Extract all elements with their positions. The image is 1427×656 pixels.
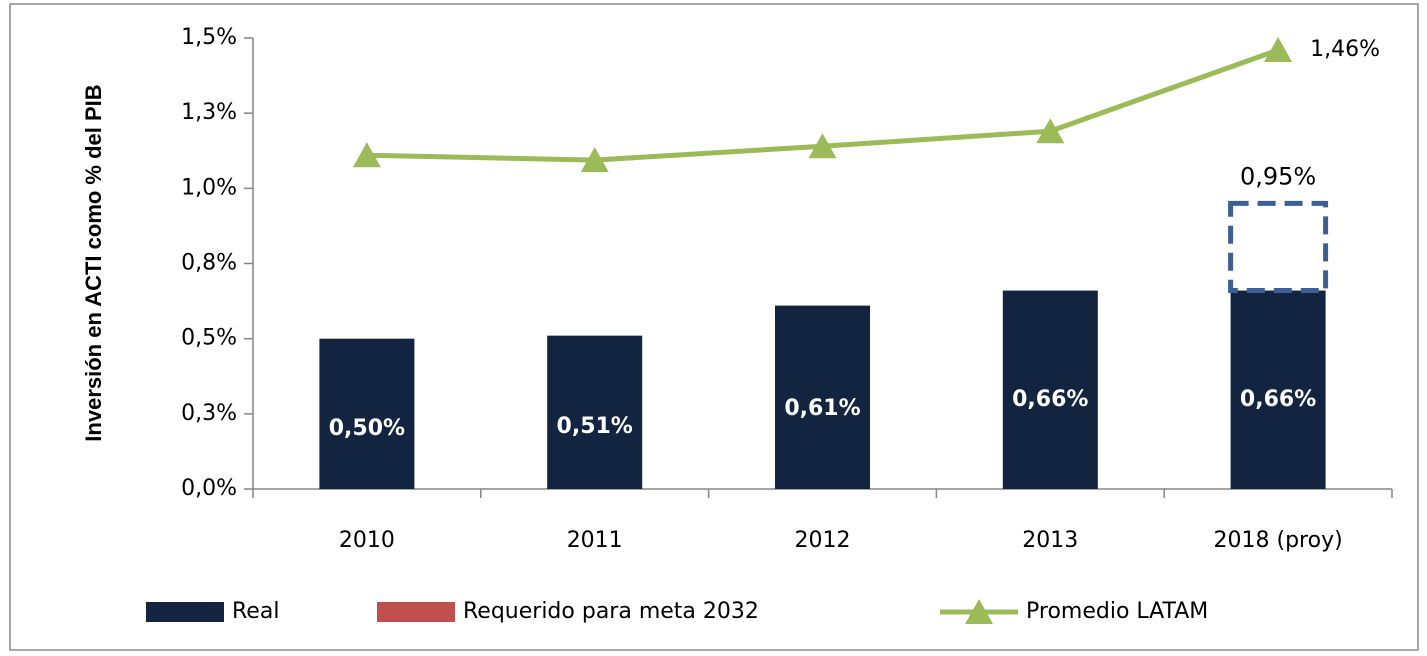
line-marker xyxy=(1036,118,1065,144)
y-tick-label: 1,0% xyxy=(181,175,237,200)
bar xyxy=(547,335,643,489)
bar xyxy=(1002,290,1098,489)
x-tick-label: 2018 (proy) xyxy=(1214,528,1343,553)
bar xyxy=(1230,290,1326,489)
line-marker xyxy=(580,147,609,173)
line-marker xyxy=(808,133,837,159)
bar xyxy=(775,305,870,489)
bar-value-label: 0,66% xyxy=(1012,387,1088,412)
y-axis-title: Inversión en ACTI como % del PIB xyxy=(81,84,106,441)
line-marker xyxy=(352,142,381,168)
x-tick-label: 2011 xyxy=(567,528,623,553)
bar-value-label: 0,66% xyxy=(1240,387,1316,412)
chart-frame xyxy=(9,3,1419,651)
bar xyxy=(319,338,415,489)
bar-value-label: 0,50% xyxy=(329,416,405,441)
legend-label: Requerido para meta 2032 xyxy=(463,599,759,624)
legend-swatch xyxy=(146,602,224,622)
line-value-label: 1,46% xyxy=(1310,37,1380,62)
bar-value-label: 0,51% xyxy=(557,414,633,439)
legend-swatch xyxy=(377,602,455,622)
y-tick-label: 0,5% xyxy=(181,326,237,351)
y-tick-label: 0,3% xyxy=(181,401,237,426)
bar-value-label: 0,61% xyxy=(784,396,860,421)
legend-swatch-marker xyxy=(965,599,993,624)
legend-label: Real xyxy=(232,599,279,624)
y-tick-label: 1,3% xyxy=(181,100,237,125)
x-tick-label: 2010 xyxy=(339,528,395,553)
line-marker xyxy=(1264,37,1293,63)
y-tick-label: 0,0% xyxy=(181,476,237,501)
x-tick-label: 2013 xyxy=(1022,528,1078,553)
x-tick-label: 2012 xyxy=(795,528,851,553)
y-tick-label: 1,5% xyxy=(181,25,237,50)
legend-label: Promedio LATAM xyxy=(1026,599,1208,624)
y-tick-label: 0,8% xyxy=(181,251,237,276)
target-value-label: 0,95% xyxy=(1240,162,1316,190)
target-box xyxy=(1228,200,1329,294)
